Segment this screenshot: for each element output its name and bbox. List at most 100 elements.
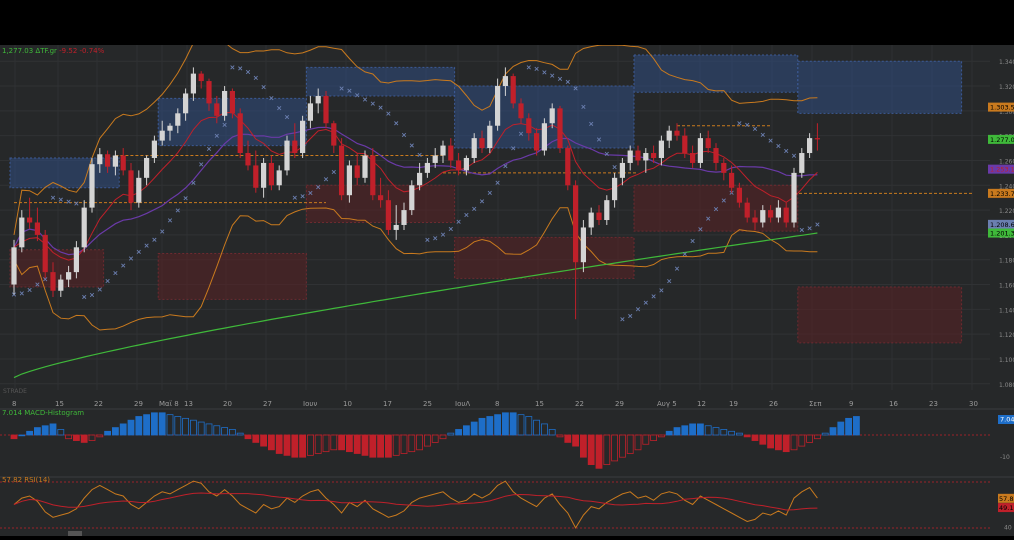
sar-point <box>245 69 251 75</box>
candle-body <box>495 86 501 126</box>
x-tick-label: Αυγ 5 <box>657 400 677 408</box>
candle-body <box>151 140 157 158</box>
macd-bar <box>814 434 821 440</box>
macd-bar <box>853 416 860 436</box>
macd-bar <box>790 434 798 451</box>
x-tick-label: 25 <box>423 400 432 408</box>
sar-point <box>401 132 407 138</box>
macd-bar <box>377 434 385 458</box>
footer-label: STRADE <box>3 388 27 395</box>
candle-body <box>658 140 664 158</box>
macd-bar <box>626 434 634 454</box>
sar-point <box>19 291 24 296</box>
sar-point <box>27 287 32 293</box>
sar-point <box>66 199 71 204</box>
y-tick-label: 1.080 <box>999 382 1014 389</box>
candle-body <box>292 140 298 154</box>
macd-bar <box>525 416 533 436</box>
sar-point <box>206 146 212 151</box>
sar-point <box>667 278 672 284</box>
macd-bar <box>41 425 49 436</box>
sar-point <box>487 190 492 195</box>
candle-body <box>440 145 446 156</box>
candle-body <box>378 195 384 201</box>
zone-demand <box>9 249 105 288</box>
zone-supply <box>797 60 963 114</box>
sar-point <box>144 243 149 248</box>
price-header: 1,277.03 ΔTF.gr -9.52 -0.74% <box>2 47 104 55</box>
sar-point <box>152 237 157 242</box>
sar-point <box>160 229 165 234</box>
macd-bar <box>642 434 650 445</box>
macd-bar <box>704 425 712 436</box>
macd-bar <box>689 423 696 436</box>
candle-body <box>479 138 485 149</box>
candle-body <box>105 154 111 167</box>
sar-point <box>89 292 95 298</box>
sar-point <box>183 196 188 201</box>
sar-point <box>386 111 391 116</box>
sar-point <box>11 292 17 297</box>
sar-point <box>589 121 594 126</box>
sar-point <box>292 195 297 200</box>
sar-point <box>503 163 508 169</box>
sar-point <box>417 152 422 158</box>
macd-bar <box>26 430 34 436</box>
candle-body <box>635 150 641 161</box>
sar-point <box>269 96 274 101</box>
price-tag <box>988 134 1014 144</box>
sar-point <box>518 131 524 136</box>
macd-bar <box>806 434 813 443</box>
x-tick-label: 29 <box>615 400 624 408</box>
macd-bar <box>650 434 657 441</box>
macd-bar <box>431 434 439 443</box>
candle-body <box>526 118 532 134</box>
candle-body <box>518 103 524 119</box>
candle-body <box>42 234 48 273</box>
rsi-tag <box>998 503 1014 513</box>
candle-body <box>136 177 142 203</box>
sar-point <box>511 146 516 151</box>
sar-point <box>58 197 63 202</box>
sar-point <box>370 101 375 106</box>
candle-body <box>502 76 508 87</box>
sar-point <box>105 278 110 284</box>
candle-body <box>66 272 72 280</box>
candle-body <box>222 90 228 116</box>
macd-bar <box>88 434 96 441</box>
rsi-line <box>13 480 818 529</box>
macd-bar <box>743 434 751 438</box>
candle-body <box>97 154 103 165</box>
sar-point <box>573 86 578 91</box>
macd-bar <box>197 421 205 436</box>
macd-bar <box>283 434 291 456</box>
sar-point <box>651 294 656 299</box>
rsi-average-line <box>13 492 818 511</box>
macd-bar <box>533 419 540 436</box>
sar-point <box>706 216 711 221</box>
price-tag <box>988 164 1014 174</box>
sar-point <box>776 143 781 149</box>
candle-body <box>245 153 251 166</box>
macd-bar <box>587 434 595 466</box>
candle-body <box>643 153 649 161</box>
macd-bar <box>135 416 143 436</box>
x-tick-label: ΙουΛ <box>455 400 470 408</box>
zone-demand <box>454 236 635 279</box>
macd-tag-label: 7.04 <box>1000 416 1014 424</box>
candle-body <box>198 73 204 82</box>
macd-bar <box>213 425 221 436</box>
macd-bar <box>10 434 18 440</box>
y-tick-label: 1.100 <box>999 357 1014 364</box>
sar-point <box>339 86 344 91</box>
macd-bar <box>306 434 314 456</box>
candle-body <box>339 145 345 196</box>
sar-point <box>674 266 680 271</box>
x-tick-label: 8 <box>495 400 499 408</box>
x-tick-label: 27 <box>263 400 272 408</box>
change: -9.52 <box>59 47 78 55</box>
candle-body <box>73 247 79 273</box>
price-tag <box>988 228 1014 238</box>
candle-body <box>588 212 594 228</box>
macd-bar <box>322 434 330 453</box>
